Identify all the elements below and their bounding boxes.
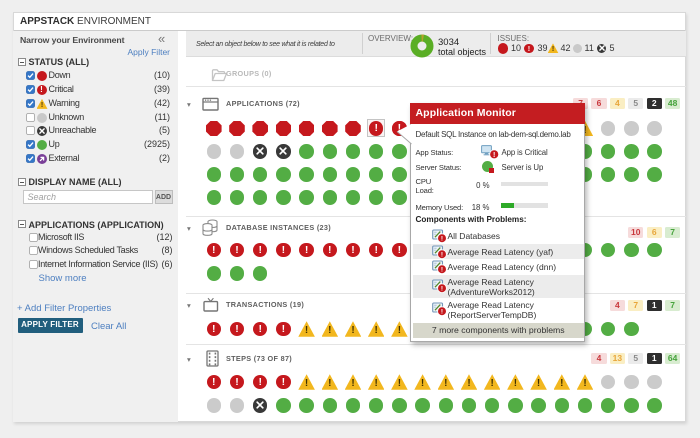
svg-text:!: ! — [440, 267, 442, 274]
svg-text:!: ! — [440, 286, 442, 293]
svg-text:!: ! — [440, 252, 442, 259]
svg-text:!: ! — [440, 236, 442, 243]
svg-text:!: ! — [440, 309, 442, 316]
svg-text:!: ! — [493, 152, 495, 159]
